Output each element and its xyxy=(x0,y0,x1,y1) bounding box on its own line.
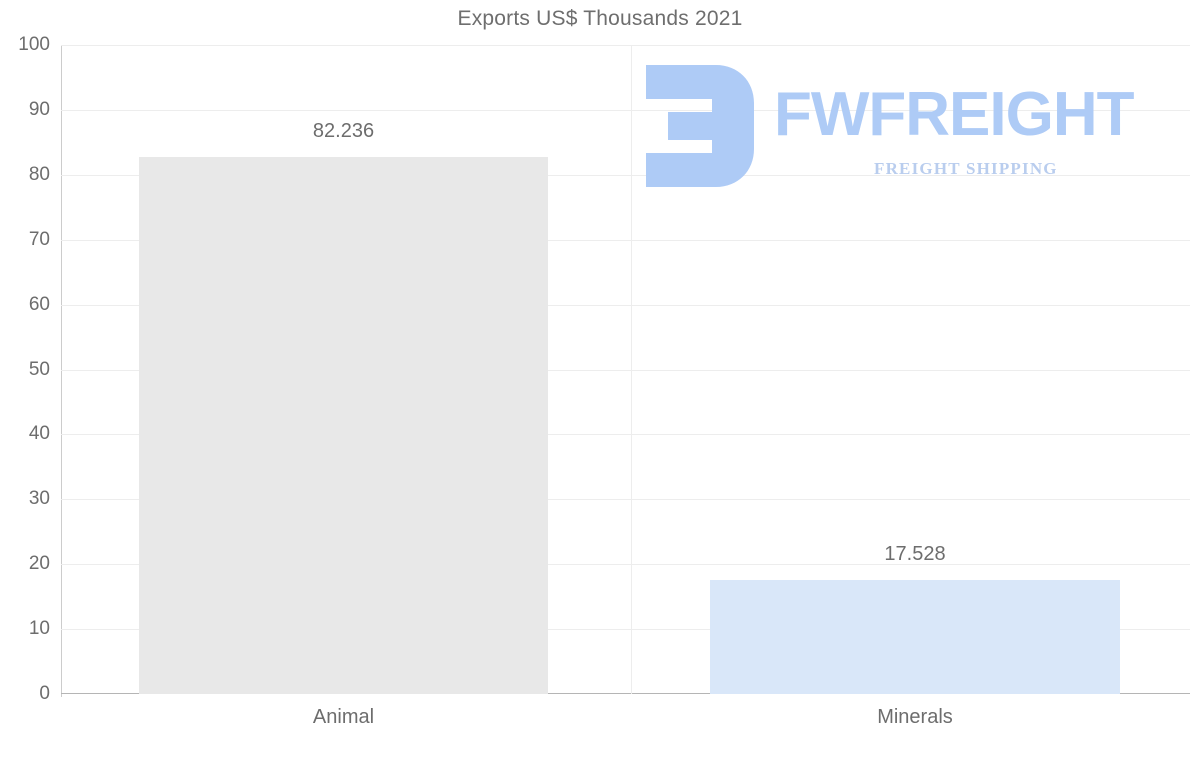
bar-value-label-animal: 82.236 xyxy=(312,120,375,142)
gridline-category-divider xyxy=(631,45,632,694)
gridline-70 xyxy=(61,240,1190,241)
bar-animal[interactable] xyxy=(139,157,548,694)
x-tick-label-minerals: Minerals xyxy=(877,706,953,728)
y-tick-label: 100 xyxy=(18,34,50,55)
y-tick-label: 70 xyxy=(28,229,50,250)
y-tick-label: 50 xyxy=(28,359,50,380)
gridline-50 xyxy=(61,370,1190,371)
x-tick-label-animal: Animal xyxy=(312,706,375,728)
bar-value-label-minerals: 17.528 xyxy=(884,543,946,565)
gridline-40 xyxy=(61,434,1190,435)
gridline-30 xyxy=(61,499,1190,500)
bar-minerals[interactable] xyxy=(710,580,1120,694)
gridline-90 xyxy=(61,110,1190,111)
y-axis-line xyxy=(61,45,62,697)
y-tick-label: 10 xyxy=(28,618,50,639)
gridlines xyxy=(61,45,1190,694)
gridline-60 xyxy=(61,305,1190,306)
chart-title: Exports US$ Thousands 2021 xyxy=(457,7,743,30)
y-tick-label: 90 xyxy=(28,99,50,120)
gridline-80 xyxy=(61,175,1190,176)
y-tick-label: 30 xyxy=(28,488,50,509)
y-tick-label: 80 xyxy=(28,164,50,185)
y-tick-label: 40 xyxy=(28,423,50,444)
y-tick-label: 20 xyxy=(28,553,50,574)
gridline-10 xyxy=(61,629,1190,630)
gridline-20 xyxy=(61,564,1190,565)
plot-area xyxy=(61,45,1190,694)
gridline-100 xyxy=(61,45,1190,46)
y-tick-label: 0 xyxy=(39,683,50,704)
y-tick-label: 60 xyxy=(28,294,50,315)
gridline-baseline xyxy=(61,693,1190,694)
